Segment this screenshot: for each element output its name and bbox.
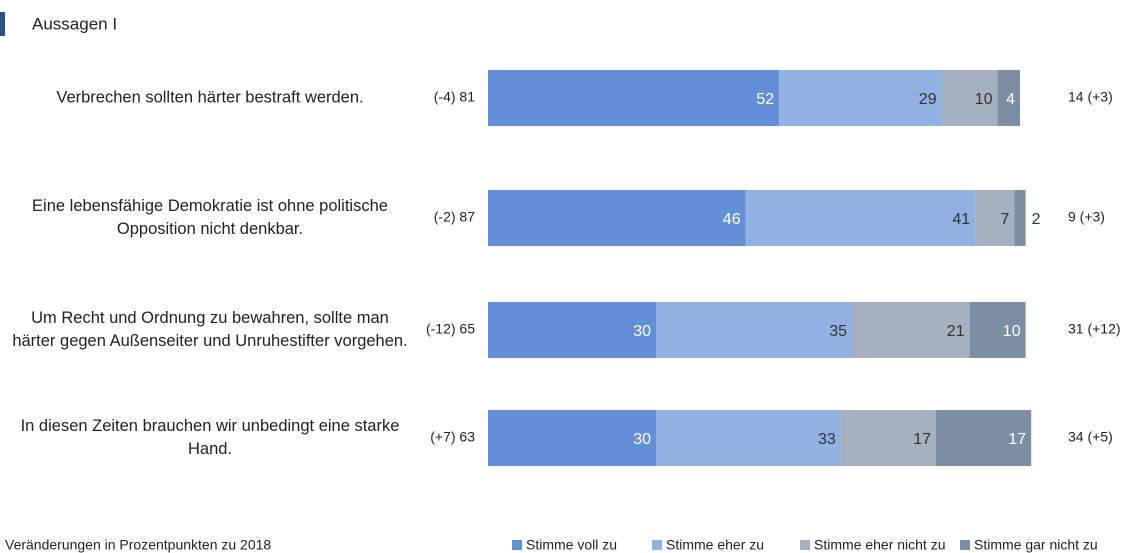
agree-label: (-4) 81 <box>434 89 475 105</box>
value-label: 29 <box>919 91 937 108</box>
disagree-label: 34 (+5) <box>1068 429 1113 445</box>
value-label: 46 <box>723 211 741 228</box>
agree-label: (-2) 87 <box>434 209 475 225</box>
value-label: 30 <box>633 431 651 448</box>
bar-segment <box>840 410 936 466</box>
legend-swatch <box>960 540 970 550</box>
value-label: 10 <box>975 91 993 108</box>
value-label: 17 <box>913 431 931 448</box>
bar-segment <box>997 70 1020 126</box>
legend-swatch <box>512 540 522 550</box>
category-label: In diesen Zeiten brauchen wir unbedingt … <box>20 417 400 458</box>
bar-segment <box>1014 190 1026 246</box>
value-label: 2 <box>1032 211 1041 228</box>
footnote: Veränderungen in Prozentpunkten zu 2018 <box>5 537 271 553</box>
bar-segment <box>488 410 656 466</box>
bar-segment <box>852 302 970 358</box>
bar-segment <box>941 70 998 126</box>
value-label: 4 <box>1006 91 1015 108</box>
bar-segment <box>745 190 976 246</box>
chart-title: Aussagen I <box>32 14 117 33</box>
value-label: 52 <box>756 91 774 108</box>
title-accent <box>0 12 5 36</box>
agree-label: (+7) 63 <box>430 429 475 445</box>
bar-segment <box>969 302 1026 358</box>
legend-label: Stimme gar nicht zu <box>974 537 1098 553</box>
bar-segment <box>488 190 746 246</box>
value-label: 41 <box>952 211 970 228</box>
legend-swatch <box>652 540 662 550</box>
value-label: 7 <box>1000 211 1009 228</box>
legend-label: Stimme eher zu <box>666 537 764 553</box>
value-label: 21 <box>947 323 965 340</box>
disagree-label: 14 (+3) <box>1068 89 1113 105</box>
bar-segment <box>656 410 841 466</box>
disagree-label: 31 (+12) <box>1068 321 1121 337</box>
bar-segment <box>488 70 780 126</box>
bar-segment <box>975 190 1015 246</box>
disagree-label: 9 (+3) <box>1068 209 1105 225</box>
bar-segment <box>779 70 942 126</box>
value-label: 35 <box>829 323 847 340</box>
category-label: Um Recht und Ordnung zu bewahren, sollte… <box>12 309 408 350</box>
category-label: Eine lebensfähige Demokratie ist ohne po… <box>32 197 388 238</box>
bar-segment <box>488 302 656 358</box>
value-label: 17 <box>1008 431 1026 448</box>
legend-swatch <box>800 540 810 550</box>
legend-label: Stimme eher nicht zu <box>814 537 946 553</box>
category-label: Verbrechen sollten härter bestraft werde… <box>56 88 364 107</box>
value-label: 30 <box>633 323 651 340</box>
agree-label: (-12) 65 <box>426 321 475 337</box>
legend-label: Stimme voll zu <box>526 537 617 553</box>
value-label: 33 <box>818 431 836 448</box>
bar-segment <box>936 410 1032 466</box>
bar-segment <box>656 302 852 358</box>
value-label: 10 <box>1003 323 1021 340</box>
